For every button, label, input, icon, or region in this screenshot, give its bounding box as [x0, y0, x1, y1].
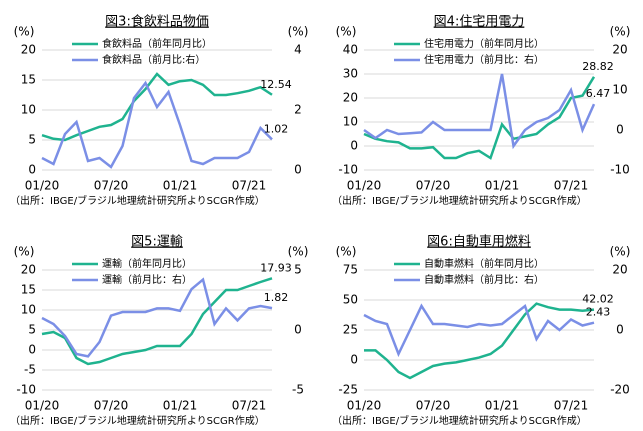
end-label: 2.43	[586, 306, 611, 319]
y-tick-label: 20	[21, 43, 36, 57]
y-tick-label: 30	[343, 67, 358, 81]
legend-label: 運輸（前年同月比）	[102, 257, 192, 270]
x-tick-label: 07/20	[416, 179, 451, 193]
y2-tick-label: 0	[616, 323, 624, 337]
y2-axis-label: (%)	[610, 245, 631, 259]
series-line	[41, 277, 273, 366]
y-tick-label: 75	[343, 263, 358, 277]
y2-tick-label: 0	[616, 123, 624, 137]
y-tick-label: 5	[28, 133, 36, 147]
source-note: （出所：IBGE/ブラジル地理統計研究所よりSCGR作成）	[332, 194, 587, 207]
legend-label: 住宅用電力（前月比：右）	[424, 53, 544, 66]
x-tick-label: 01/21	[485, 179, 520, 193]
source-note: （出所：IBGE/ブラジル地理統計研究所よりSCGR作成）	[332, 414, 587, 427]
series-line	[364, 302, 595, 380]
chart: 0 5 10 15 20 0 2 4 01/20 07/20 01/21 07/21 (%) (%) 図3:…	[10, 14, 309, 208]
y2-tick-label: -10	[610, 163, 630, 177]
series-line	[41, 80, 273, 169]
x-tick-label: 01/20	[347, 179, 382, 193]
series-line	[363, 73, 596, 150]
x-tick-label: 07/21	[554, 179, 589, 193]
x-tick-label: 01/20	[347, 399, 382, 413]
x-tick-label: 01/21	[485, 399, 520, 413]
end-label: 17.93	[260, 261, 292, 274]
x-tick-label: 01/21	[163, 179, 198, 193]
legend-label: 食飲料品（前月比:右）	[102, 53, 205, 66]
legend-label: 自動車燃料（前月比：右）	[424, 273, 544, 286]
x-tick-label: 01/20	[25, 399, 60, 413]
end-label: 28.82	[582, 60, 614, 73]
y-tick-label: 40	[343, 43, 358, 57]
y-tick-label: 0	[28, 163, 36, 177]
y2-tick-label: 5	[294, 263, 302, 277]
y-tick-label: -25	[338, 383, 358, 397]
legend-label: 食飲料品（前年同月比）	[102, 37, 212, 50]
y2-tick-label: 0	[294, 323, 302, 337]
end-label: 1.82	[264, 291, 289, 304]
y2-tick-label: 0	[294, 163, 302, 177]
x-tick-label: 07/21	[232, 399, 267, 413]
series-line	[363, 303, 595, 358]
series-line	[363, 76, 596, 160]
y-axis-label: (%)	[336, 25, 357, 39]
y2-tick-label: 20	[612, 43, 627, 57]
chart-title: 図4:住宅用電力	[434, 15, 525, 30]
y2-axis-label: (%)	[610, 25, 631, 39]
y2-tick-label: 4	[294, 43, 302, 57]
y-tick-label: 5	[28, 323, 36, 337]
x-tick-label: 01/21	[163, 399, 198, 413]
y-tick-label: -10	[338, 163, 358, 177]
y2-tick-label: -5	[292, 383, 304, 397]
y2-axis-label: (%)	[288, 25, 309, 39]
y-tick-label: 0	[350, 139, 358, 153]
end-label: 42.02	[582, 293, 614, 306]
y-tick-label: 10	[21, 303, 36, 317]
y2-tick-label: -20	[610, 383, 630, 397]
legend-label: 運輸（前月比：右）	[102, 273, 192, 286]
legend-label: 自動車燃料（前年同月比）	[424, 257, 544, 270]
series-line	[41, 277, 273, 358]
x-tick-label: 07/21	[554, 399, 589, 413]
y-axis-label: (%)	[14, 25, 35, 39]
end-label: 6.47	[586, 87, 611, 100]
y-tick-label: 20	[21, 263, 36, 277]
y-tick-label: 10	[21, 103, 36, 117]
y-tick-label: 50	[343, 293, 358, 307]
y2-tick-label: 20	[612, 263, 627, 277]
y-tick-label: 25	[343, 323, 358, 337]
x-tick-label: 07/20	[94, 399, 129, 413]
legend-label: 住宅用電力（前年同月比）	[424, 37, 544, 50]
y2-axis-label: (%)	[288, 245, 309, 259]
y-axis-label: (%)	[336, 245, 357, 259]
y-tick-label: -5	[24, 363, 36, 377]
source-note: （出所：IBGE/ブラジル地理統計研究所よりSCGR作成）	[10, 414, 265, 427]
source-note: （出所：IBGE/ブラジル地理統計研究所よりSCGR作成）	[10, 194, 265, 207]
y-tick-label: 10	[343, 115, 358, 129]
y-tick-label: 20	[343, 91, 358, 105]
y2-tick-label: 10	[612, 83, 627, 97]
chart: -10 -5 0 5 10 15 20 -5 0 5 01/20 07/20 01/21 07/21 (%)…	[10, 235, 309, 428]
y-tick-label: 15	[21, 73, 36, 87]
chart-title: 図5:運輸	[131, 235, 183, 250]
end-label: 12.54	[260, 78, 292, 91]
x-tick-label: 07/20	[416, 399, 451, 413]
end-label: 1.02	[264, 122, 289, 135]
y-tick-label: 15	[21, 283, 36, 297]
y-tick-label: 0	[28, 343, 36, 357]
chart-title: 図6:自動車用燃料	[427, 234, 531, 250]
y-tick-label: 0	[350, 353, 358, 367]
y-axis-label: (%)	[14, 245, 35, 259]
y2-tick-label: 2	[294, 103, 302, 117]
x-tick-label: 01/20	[25, 179, 60, 193]
x-tick-label: 07/20	[94, 179, 129, 193]
y-tick-label: -10	[16, 383, 36, 397]
chart: -25 0 25 50 75 -20 0 20 01/20 07/20 01/21 07/21 (%) (…	[332, 234, 631, 428]
chart: -10 0 10 20 30 40 -10 0 10 20 01/20 07/20 01/21 07/21…	[332, 15, 631, 208]
x-tick-label: 07/21	[232, 179, 267, 193]
chart-title: 図3:食飲料品物価	[105, 14, 209, 30]
